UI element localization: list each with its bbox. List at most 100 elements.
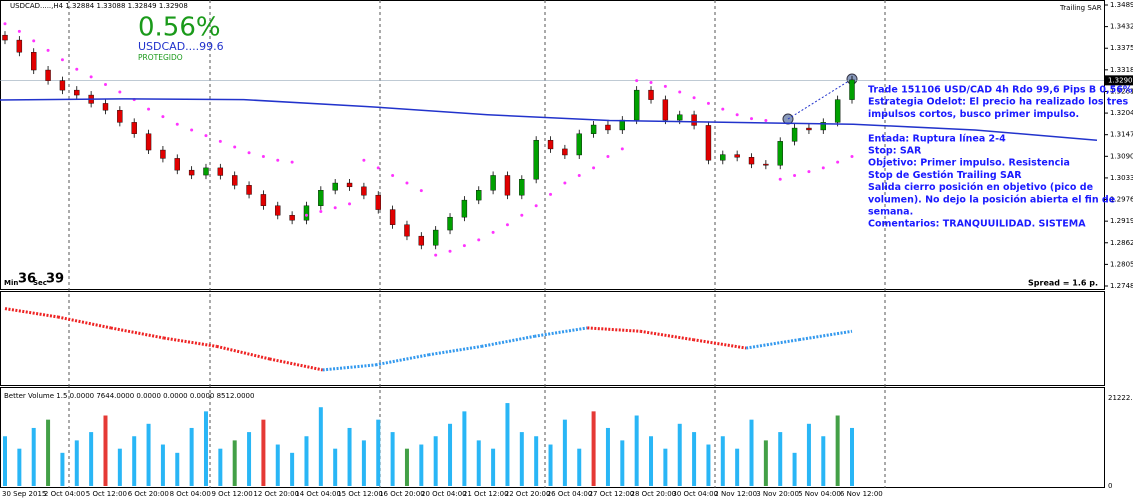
time-label: 5 Oct 12:00 xyxy=(86,490,127,498)
timer-sec-label: Sec xyxy=(33,279,47,287)
volume-bar xyxy=(821,436,826,486)
candle-body xyxy=(188,169,195,176)
sar-dot xyxy=(448,249,452,253)
volume-bar xyxy=(304,436,309,486)
time-label: 5 Nov 04:00 xyxy=(798,490,841,498)
volume-bar xyxy=(89,432,94,486)
candle-body xyxy=(806,127,812,131)
volume-bar xyxy=(290,452,295,486)
time-label: 26 Oct 04:00 xyxy=(547,490,593,498)
sar-dot xyxy=(89,75,93,79)
candle-body xyxy=(418,235,425,246)
volume-bar xyxy=(361,440,366,486)
candle-body xyxy=(777,141,783,166)
price-tick-label: 1.29195 xyxy=(1110,217,1133,225)
candle-body xyxy=(533,139,539,180)
volume-bar xyxy=(677,423,682,486)
volume-tick-label: 21222.6 xyxy=(1108,394,1133,402)
sar-dot xyxy=(46,48,50,52)
volume-tick-label: 0 xyxy=(1108,482,1112,490)
volume-bar xyxy=(404,448,409,486)
timer-min-label: Min xyxy=(4,279,18,287)
candle-body xyxy=(476,190,482,201)
candle-body xyxy=(404,224,410,237)
candle-body xyxy=(160,149,166,159)
sar-dot xyxy=(376,166,380,170)
volume-bar xyxy=(247,432,252,486)
candle-body xyxy=(605,124,611,131)
volume-bar xyxy=(347,427,352,486)
time-label: 22 Oct 20:00 xyxy=(505,490,551,498)
candle-body xyxy=(763,163,769,166)
trade-line xyxy=(787,78,853,120)
candle-body xyxy=(633,89,640,121)
sar-dot xyxy=(635,79,639,83)
sar-dot xyxy=(520,213,524,217)
candle-body xyxy=(447,216,453,231)
sar-dot xyxy=(32,39,36,43)
sar-dot xyxy=(75,67,79,71)
indicator-segment xyxy=(375,353,429,367)
candle-body xyxy=(59,80,66,91)
candle-body xyxy=(590,124,597,134)
price-tick-label: 1.27485 xyxy=(1110,282,1133,290)
sar-dot xyxy=(462,244,466,248)
volume-bar xyxy=(203,411,208,486)
price-tick-label: 1.34325 xyxy=(1110,23,1133,31)
volume-bar xyxy=(663,448,668,486)
indicator-segment xyxy=(587,326,641,333)
sar-dot xyxy=(549,192,553,196)
price-tick-label: 1.28625 xyxy=(1110,239,1133,247)
indicator-segment xyxy=(428,344,482,357)
sar-dot xyxy=(735,113,739,117)
candle-body xyxy=(131,122,137,134)
candle-body xyxy=(576,133,582,156)
moving-average xyxy=(0,98,1098,141)
price-tick-label: 1.30905 xyxy=(1110,152,1133,160)
indicator-segment xyxy=(481,334,535,348)
candle-body xyxy=(519,179,525,196)
time-label: 6 Nov 12:00 xyxy=(840,490,883,498)
candle-body xyxy=(705,125,712,161)
volume-bar xyxy=(232,440,237,486)
volume-bar xyxy=(850,427,854,486)
candle-body xyxy=(461,199,468,218)
sar-dot xyxy=(663,84,667,88)
candle-body xyxy=(231,175,238,186)
sar-dot xyxy=(534,204,538,208)
indicator-segment xyxy=(163,336,217,348)
candle-body xyxy=(303,205,310,221)
indicator-segment xyxy=(322,363,376,372)
sar-dot xyxy=(60,58,64,62)
volume-bar xyxy=(548,444,553,486)
candle-body xyxy=(748,157,755,165)
sar-dot xyxy=(333,206,337,210)
candle-body xyxy=(203,167,209,176)
candle-body xyxy=(720,154,726,161)
candle-body xyxy=(117,110,123,123)
candle-body xyxy=(504,175,511,196)
volume-bar xyxy=(562,419,567,486)
sar-dot xyxy=(3,22,7,26)
candle-body xyxy=(432,229,439,246)
volume-bar xyxy=(448,423,453,486)
volume-bar xyxy=(103,415,108,486)
candle-body xyxy=(791,127,798,142)
sar-dot xyxy=(218,139,222,143)
status: PROTEGIDO xyxy=(138,53,183,62)
price-tick-label: 1.30335 xyxy=(1110,174,1133,182)
volume-bar xyxy=(376,419,381,486)
profit-percent: 0.56% xyxy=(138,13,221,43)
annotation-line: semana. xyxy=(868,207,913,218)
sar-dot xyxy=(678,90,682,94)
sar-dot xyxy=(348,202,352,206)
sar-dot xyxy=(419,189,423,193)
sar-dot xyxy=(233,145,237,149)
volume-bar xyxy=(419,444,424,486)
sar-dot xyxy=(850,154,854,158)
indicator-segment xyxy=(4,307,59,319)
annotation-line: Objetivo: Primer impulso. Resistencia xyxy=(868,158,1070,169)
volume-bar xyxy=(46,419,51,486)
candle-body xyxy=(677,114,683,121)
